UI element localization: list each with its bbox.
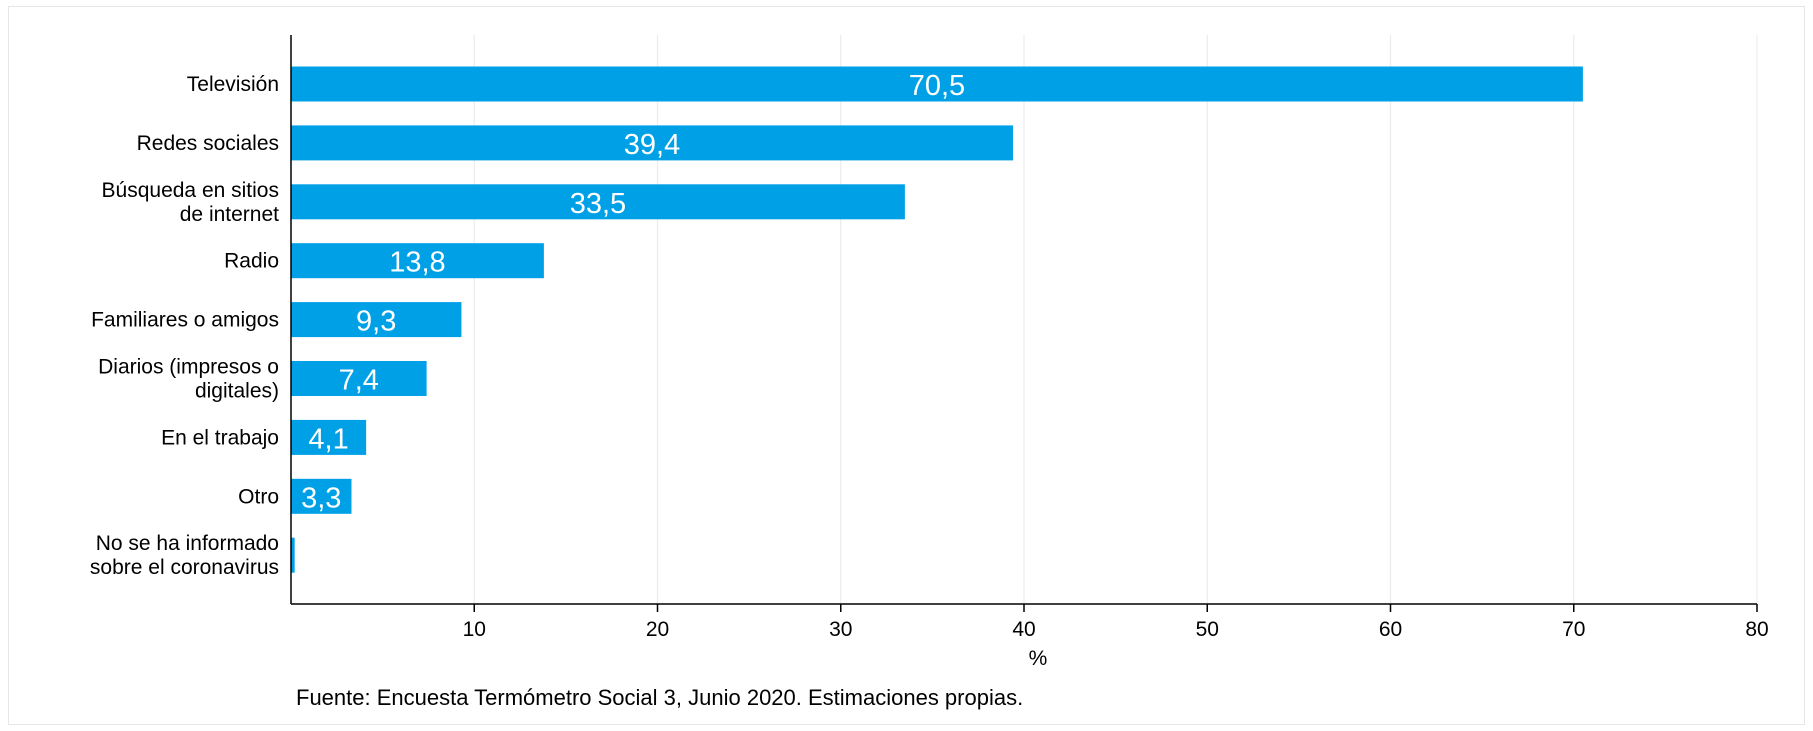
x-tick-label: 10: [463, 618, 486, 641]
category-label: No se ha informado: [96, 532, 279, 555]
category-label: Búsqueda en sitios: [102, 179, 279, 202]
bar: [291, 302, 462, 338]
category-label: Diarios (impresos o: [98, 356, 279, 379]
bar: [291, 66, 1583, 102]
bar-value-label: 70,5: [909, 70, 965, 102]
x-tick-label: 50: [1196, 618, 1219, 641]
x-tick-label: 40: [1012, 618, 1035, 641]
bar-value-label: 4,1: [308, 423, 348, 455]
bar: [291, 184, 905, 220]
bar: [291, 361, 427, 396]
bar: [291, 419, 367, 455]
bar: [291, 537, 295, 573]
category-label: Televisión: [187, 73, 279, 96]
x-tick-label: 30: [829, 618, 852, 641]
category-label: Redes sociales: [137, 132, 279, 155]
bar-value-label: 33,5: [570, 188, 626, 220]
category-label: digitales): [195, 380, 279, 403]
x-tick-label: 60: [1379, 618, 1402, 641]
bar-value-label: 9,3: [356, 306, 396, 338]
x-axis-title: %: [1029, 647, 1048, 670]
x-tick-label: 70: [1562, 618, 1585, 641]
bar: [291, 243, 544, 279]
bar: [291, 478, 352, 514]
bars: 70,5 39,4 33,5 13,8 9,3 7,4 4,1 3,3: [291, 66, 1583, 573]
category-labels: Televisión Redes sociales Búsqueda en siti…: [90, 73, 279, 579]
source-note: Fuente: Encuesta Termómetro Social 3, Ju…: [296, 685, 1023, 710]
category-label: Radio: [224, 250, 279, 273]
bar-value-label: 3,3: [301, 482, 341, 514]
bar-value-label: 13,8: [389, 247, 445, 279]
category-label: sobre el coronavirus: [90, 556, 279, 579]
category-label: Otro: [238, 485, 279, 508]
bar-value-label: 7,4: [339, 365, 379, 397]
grid-lines: [473, 35, 1758, 604]
category-label: Familiares o amigos: [91, 309, 279, 332]
x-tick-label: 80: [1745, 618, 1768, 641]
bar-value-label: 39,4: [624, 129, 680, 161]
bar: [291, 125, 1014, 161]
category-label: de internet: [180, 203, 279, 226]
category-label: En el trabajo: [161, 426, 279, 449]
x-tick-label: 20: [646, 618, 669, 641]
x-ticks: 10 20 30 40 50 60 70 80: [463, 604, 1769, 641]
